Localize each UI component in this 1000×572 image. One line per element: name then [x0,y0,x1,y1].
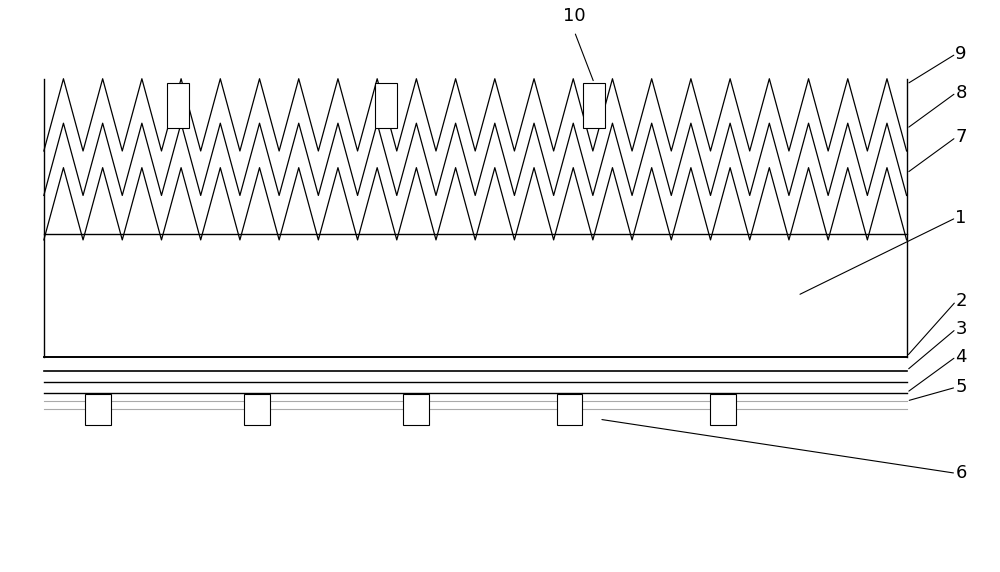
Bar [167,83,189,128]
Text: 8: 8 [955,84,967,102]
Text: 4: 4 [955,348,967,366]
Bar [244,394,270,425]
Text: 9: 9 [955,45,967,63]
Bar [583,83,605,128]
Bar [403,394,429,425]
Text: 3: 3 [955,320,967,338]
Text: 10: 10 [563,7,586,25]
Text: 1: 1 [955,209,967,227]
Text: 6: 6 [955,464,967,482]
Bar [557,394,582,425]
Bar [375,83,397,128]
Text: 7: 7 [955,128,967,146]
Bar [710,394,736,425]
Bar [85,394,111,425]
Text: 5: 5 [955,378,967,396]
Text: 2: 2 [955,292,967,310]
